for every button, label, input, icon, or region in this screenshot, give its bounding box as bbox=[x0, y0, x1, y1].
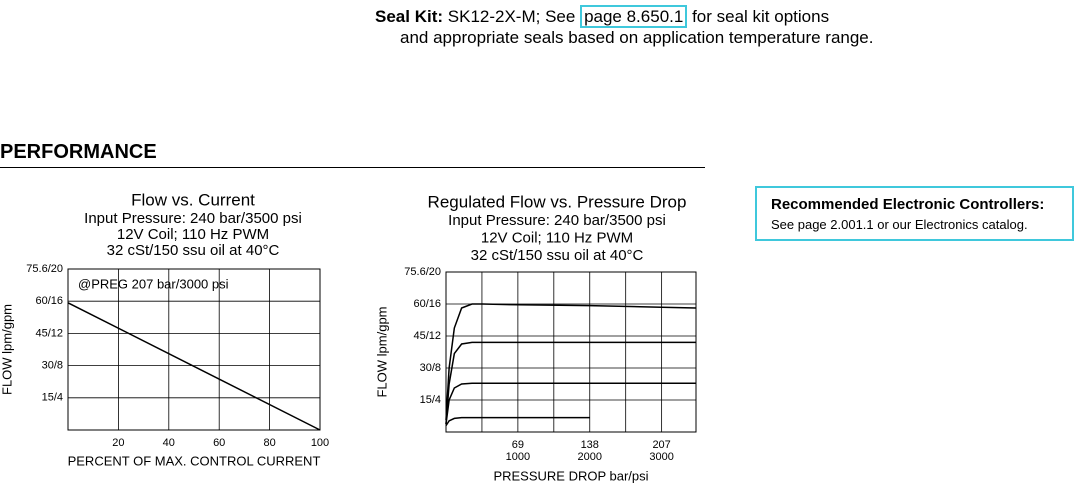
controllers-box: Recommended Electronic Controllers: See … bbox=[755, 186, 1074, 241]
section-rule bbox=[0, 167, 705, 168]
seal-kit-text: SK12-2X-M; See bbox=[447, 7, 576, 26]
seal-kit-label: Seal Kit: bbox=[375, 7, 444, 26]
plot-frame bbox=[67, 268, 321, 431]
y-tick-label: 15/4 bbox=[42, 392, 63, 404]
seal-kit-line: and appropriate seals based on applicati… bbox=[400, 28, 874, 47]
flow-curve bbox=[445, 382, 696, 425]
chart-subtitle: 12V Coil; 110 Hz PWM bbox=[117, 226, 269, 243]
y-tick-label: 15/4 bbox=[420, 394, 441, 406]
y-tick-label: 45/12 bbox=[35, 327, 63, 339]
seal-kit: Seal Kit: SK12-2X-M; See page 8.650.1 fo… bbox=[375, 5, 874, 48]
flow-curve bbox=[67, 302, 321, 431]
annotation: @PREG 207 bar/3000 psi bbox=[78, 276, 229, 291]
x-tick-label-psi: 1000 bbox=[506, 451, 530, 463]
plot-frame bbox=[445, 271, 697, 433]
x-tick-label: 80 bbox=[263, 437, 275, 449]
x-tick-label: 207 bbox=[652, 439, 670, 451]
chart-subtitle: Input Pressure: 240 bar/3500 psi bbox=[448, 212, 666, 229]
x-tick-label: 69 bbox=[512, 439, 524, 451]
x-tick-label: 40 bbox=[163, 437, 175, 449]
y-tick-label: 60/16 bbox=[35, 295, 63, 307]
x-tick-label: 100 bbox=[311, 437, 329, 449]
controllers-text: See page 2.001.1 or our Electronics cata… bbox=[771, 217, 1028, 232]
controllers-title: Recommended Electronic Controllers: bbox=[771, 196, 1045, 213]
x-tick-label: 138 bbox=[581, 439, 599, 451]
y-tick-label: 75.6/20 bbox=[26, 263, 63, 275]
chart-subtitle: Input Pressure: 240 bar/3500 psi bbox=[84, 210, 302, 227]
y-axis-label: FLOW lpm/gpm bbox=[374, 306, 389, 397]
flow-curve bbox=[445, 416, 590, 427]
seal-kit-line: Seal Kit: SK12-2X-M; See page 8.650.1 fo… bbox=[375, 5, 874, 28]
y-axis-label: FLOW lpm/gpm bbox=[0, 304, 14, 395]
section-title: PERFORMANCE bbox=[0, 141, 157, 163]
x-tick-label-psi: 2000 bbox=[578, 451, 602, 463]
chart-subtitle: 32 cSt/150 ssu oil at 40°C bbox=[107, 242, 280, 259]
flow-curve bbox=[445, 341, 696, 425]
y-tick-label: 30/8 bbox=[42, 360, 63, 372]
chart-title: Flow vs. Current bbox=[131, 190, 255, 209]
page-link[interactable]: page 8.650.1 bbox=[580, 5, 688, 28]
y-tick-label: 45/12 bbox=[413, 330, 441, 342]
x-axis-label: PRESSURE DROP bar/psi bbox=[493, 468, 648, 483]
x-tick-label-psi: 3000 bbox=[649, 451, 673, 463]
x-tick-label: 60 bbox=[213, 437, 225, 449]
y-tick-label: 75.6/20 bbox=[404, 266, 441, 278]
y-tick-label: 60/16 bbox=[413, 298, 441, 310]
chart-title: Regulated Flow vs. Pressure Drop bbox=[428, 192, 687, 211]
x-tick-label: 20 bbox=[112, 437, 124, 449]
chart-subtitle: 12V Coil; 110 Hz PWM bbox=[481, 229, 633, 246]
y-tick-label: 30/8 bbox=[420, 362, 441, 374]
chart-subtitle: 32 cSt/150 ssu oil at 40°C bbox=[471, 247, 644, 264]
seal-kit-text: for seal kit options bbox=[692, 7, 830, 26]
flow-curve bbox=[445, 303, 697, 421]
x-axis-label: PERCENT OF MAX. CONTROL CURRENT bbox=[68, 453, 321, 468]
